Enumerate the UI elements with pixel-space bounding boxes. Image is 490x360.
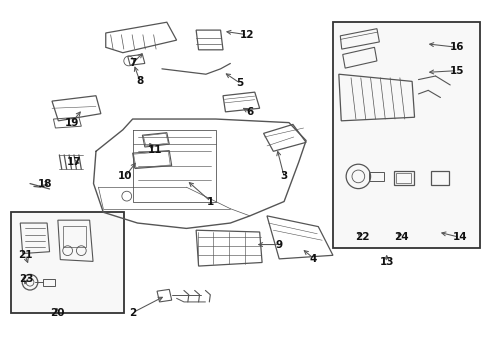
Text: 21: 21 (18, 250, 32, 260)
Text: 4: 4 (310, 254, 317, 264)
Text: 20: 20 (49, 308, 64, 318)
Bar (11, 212, 124, 313)
Text: 9: 9 (276, 239, 283, 249)
Text: 1: 1 (207, 197, 215, 207)
Text: 22: 22 (355, 232, 369, 242)
Text: 24: 24 (394, 232, 409, 242)
Text: 15: 15 (450, 66, 465, 76)
Text: 19: 19 (64, 118, 79, 128)
Bar (431, 171, 449, 185)
Bar (396, 173, 411, 183)
Text: 14: 14 (453, 232, 467, 242)
Bar (63, 226, 86, 247)
Text: 5: 5 (237, 78, 244, 88)
Text: 2: 2 (129, 308, 136, 318)
Text: 8: 8 (136, 76, 144, 86)
Text: 7: 7 (129, 58, 136, 68)
Text: 17: 17 (67, 157, 81, 167)
Text: 10: 10 (118, 171, 132, 181)
Text: 12: 12 (240, 30, 255, 40)
Text: 18: 18 (37, 179, 52, 189)
Bar (369, 172, 384, 181)
Text: 16: 16 (450, 42, 465, 52)
Text: 13: 13 (379, 257, 394, 267)
Bar (333, 22, 480, 248)
Text: 11: 11 (147, 144, 162, 154)
Text: 6: 6 (246, 107, 253, 117)
Bar (394, 171, 414, 185)
Text: 3: 3 (280, 171, 288, 181)
Bar (43, 279, 55, 286)
Text: 23: 23 (19, 274, 33, 284)
